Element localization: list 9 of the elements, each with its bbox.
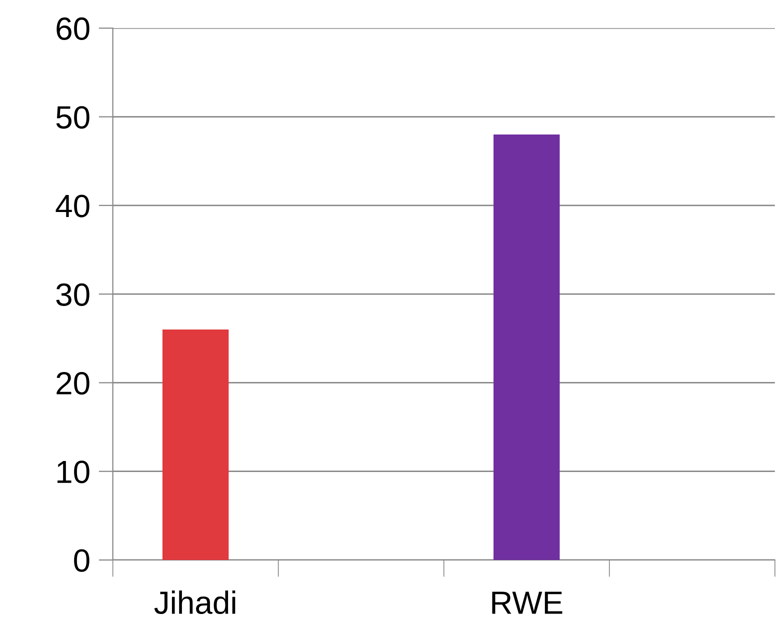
- x-tick-label: Jihadi: [154, 590, 236, 614]
- y-tick-label: 60: [56, 17, 90, 40]
- y-tick-label: 50: [56, 106, 90, 129]
- x-tick-label: RWE: [492, 592, 562, 614]
- y-tick-label: 20: [56, 372, 90, 395]
- y-tick-label: 30: [56, 283, 90, 306]
- y-tick-label: 40: [56, 194, 90, 218]
- y-tick-label: 10: [57, 460, 90, 484]
- y-tick-label: 0: [74, 549, 90, 572]
